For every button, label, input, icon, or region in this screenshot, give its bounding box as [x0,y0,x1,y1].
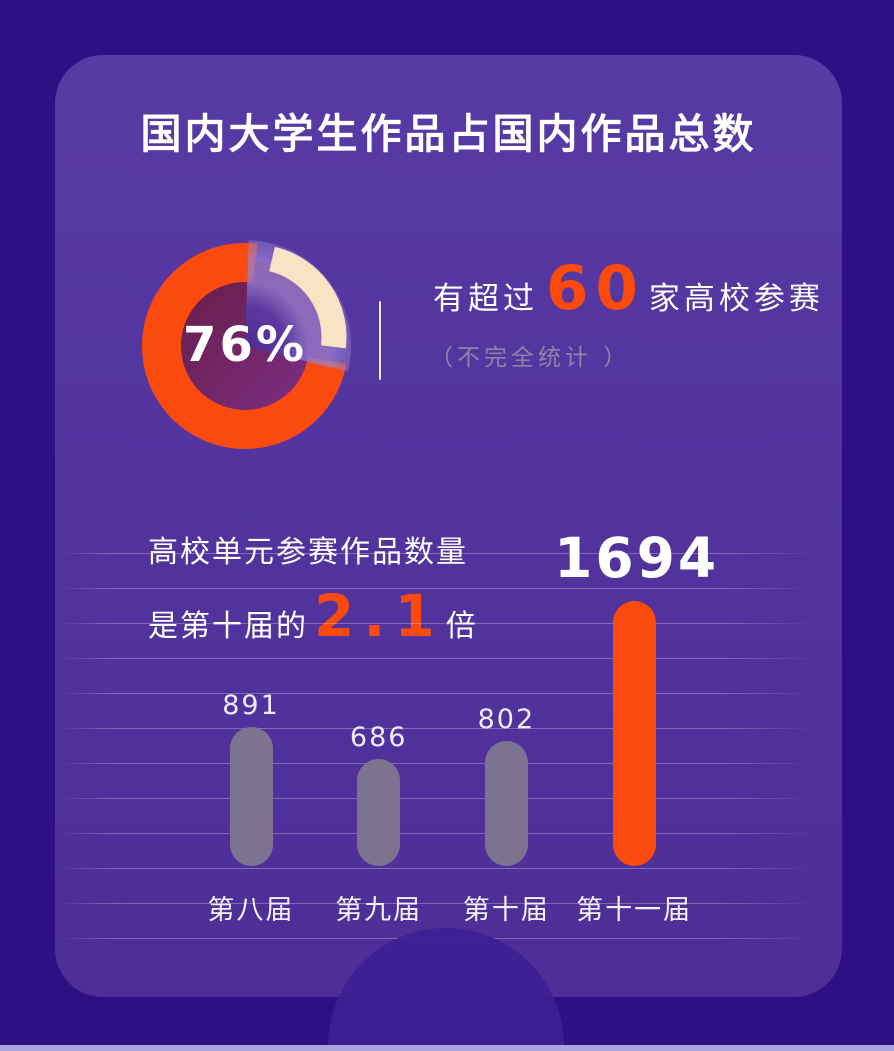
bar-value-label: 1694 [554,526,720,590]
gridline [58,693,816,694]
gridline [58,763,816,764]
donut-main-slice [141,243,347,449]
gridline [58,833,816,834]
bar-value-label: 802 [477,704,536,735]
donut-chart: 76% [141,240,352,449]
heading-line2-suffix: 倍 [445,609,478,644]
bar-category-label: 第八届 [207,895,295,926]
bar-第九届 [357,759,401,866]
gridline [58,868,816,869]
gridline [58,728,816,729]
stat-prefix: 有超过 [433,281,538,317]
bar-value-label: 686 [349,722,408,753]
bar-category-label: 第十届 [462,895,550,926]
gridline [58,903,816,904]
stat-suffix: 家高校参赛 [648,281,824,317]
bar-category-label: 第十一届 [576,895,693,926]
gridline [58,553,816,554]
donut-percent-label: 76% [183,317,307,373]
stat-subnote: （不完全统计 ） [430,345,631,371]
bar-category-label: 第九届 [335,895,423,926]
bar-value-label: 891 [222,690,280,721]
gridline [58,588,816,589]
vertical-divider [379,301,381,380]
participation-stat: 有超过 60 家高校参赛 [433,253,824,324]
bar-第十一届 [612,601,656,866]
bar-section-heading-line1: 高校单元参赛作品数量 [148,535,468,570]
gridline [58,798,816,799]
heading-line2-prefix: 是第十届的 [148,609,308,644]
bar-section-heading-line2: 是第十届的 2.1倍 [148,582,478,650]
bottom-strip [0,1045,894,1051]
info-panel [55,55,842,997]
page-title: 国内大学生作品占国内作品总数 [140,110,757,158]
multiplier-number: 2.1 [314,582,444,650]
gridline [58,658,816,659]
bar-第十届 [484,741,528,866]
bar-第八届 [229,727,273,866]
gridline [58,623,816,624]
stat-number: 60 [546,253,645,324]
donut-remainder-slice [268,246,347,349]
